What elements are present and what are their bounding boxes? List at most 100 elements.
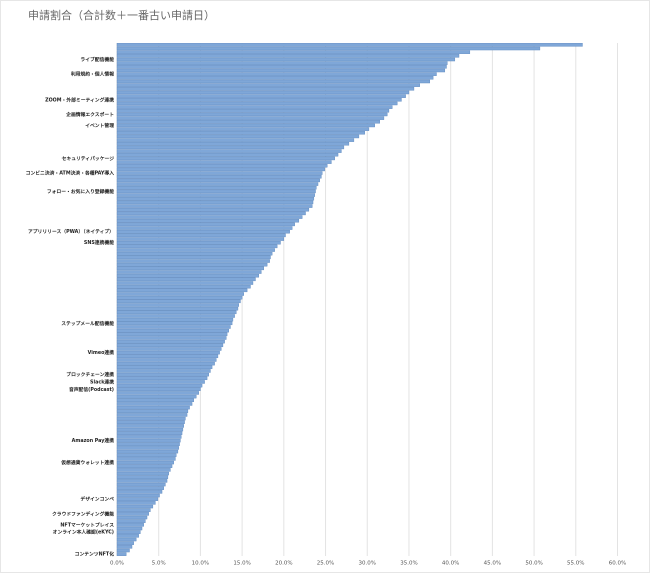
bar (116, 460, 174, 465)
y-tick-label: SNS連携機能 (84, 239, 114, 246)
bar (116, 501, 156, 505)
bar (116, 548, 130, 553)
bar (116, 160, 332, 164)
bar (116, 156, 335, 161)
bar (116, 131, 365, 135)
bar (116, 281, 254, 285)
bar (116, 490, 163, 494)
bar (116, 270, 262, 274)
bar (116, 328, 229, 333)
x-tick-label: 25.0% (317, 561, 334, 567)
bar (116, 288, 248, 293)
bar (116, 215, 303, 219)
x-tick-label: 40.0% (442, 561, 459, 567)
bar (116, 211, 306, 216)
y-tick-label: ブロックチェーン連携 (66, 371, 114, 378)
bar (116, 376, 208, 381)
y-tick-label: 企画情報エクスポート (66, 111, 114, 118)
bar (116, 120, 380, 124)
bar (116, 178, 320, 183)
bar (116, 534, 139, 538)
bar (116, 46, 541, 51)
x-tick-label: 35.0% (400, 561, 417, 567)
bar (116, 358, 217, 362)
bar (116, 262, 268, 267)
bar (116, 171, 323, 175)
bar (116, 87, 415, 91)
bar (116, 314, 235, 318)
bar (116, 365, 213, 370)
bar (116, 175, 322, 179)
bar (116, 380, 205, 384)
bar (116, 321, 233, 326)
bar (116, 164, 328, 168)
y-tick-label: Vimeo連携 (88, 349, 115, 356)
bar (116, 277, 256, 282)
bar (116, 193, 315, 197)
bar (116, 299, 241, 304)
x-tick-label: 60.0% (609, 561, 626, 567)
bar (116, 468, 171, 472)
bar (116, 123, 375, 128)
bar (116, 486, 164, 490)
x-tick-label: 0.0% (110, 561, 124, 567)
bar (116, 464, 173, 468)
bar (116, 336, 227, 340)
bar (116, 244, 278, 249)
bar (116, 541, 134, 545)
bar (116, 519, 146, 523)
y-tick-label: イベント管理 (85, 122, 114, 129)
y-tick-label: 仮想通貨ウォレット連携 (60, 459, 114, 466)
bar (116, 537, 137, 542)
bar (116, 76, 434, 80)
bar (116, 347, 222, 351)
bar (116, 233, 286, 238)
bar (116, 530, 141, 534)
bar (116, 112, 388, 117)
bar (116, 387, 201, 392)
bar (116, 207, 310, 212)
bar (116, 369, 211, 373)
bar (116, 259, 270, 263)
bar (116, 457, 176, 461)
bar (116, 196, 315, 201)
bar (116, 446, 179, 450)
bar (116, 79, 431, 84)
bar (116, 240, 281, 245)
y-tick-label: デザインコンペ (80, 496, 114, 503)
bar (116, 237, 285, 241)
chart-title: 申請割合（合計数＋一番古い申請日） (28, 8, 215, 22)
bar (116, 186, 317, 190)
bar (116, 471, 169, 476)
y-tick-label: 音声配信(Podcast) (69, 386, 114, 393)
bar (116, 523, 144, 527)
y-tick-label: フォロー・お気に入り登録機能 (47, 188, 114, 195)
bar (116, 292, 244, 296)
bar (116, 255, 271, 260)
bar (116, 116, 385, 120)
bar (116, 416, 186, 421)
bar (116, 545, 133, 549)
bar (116, 54, 460, 58)
bar (116, 431, 183, 435)
bar (116, 438, 181, 443)
bar (116, 372, 209, 377)
bar (116, 98, 402, 102)
bar (116, 453, 177, 457)
bar (116, 504, 154, 509)
bar (116, 222, 295, 227)
bar (116, 229, 290, 234)
bar (116, 200, 314, 205)
bar (116, 127, 370, 131)
bar (116, 306, 239, 311)
bar (116, 482, 166, 487)
bar (116, 68, 446, 73)
bar (116, 50, 471, 54)
bar (116, 248, 275, 252)
bar (116, 449, 179, 454)
bar (116, 427, 184, 432)
bar (116, 317, 234, 322)
bar (116, 339, 225, 344)
